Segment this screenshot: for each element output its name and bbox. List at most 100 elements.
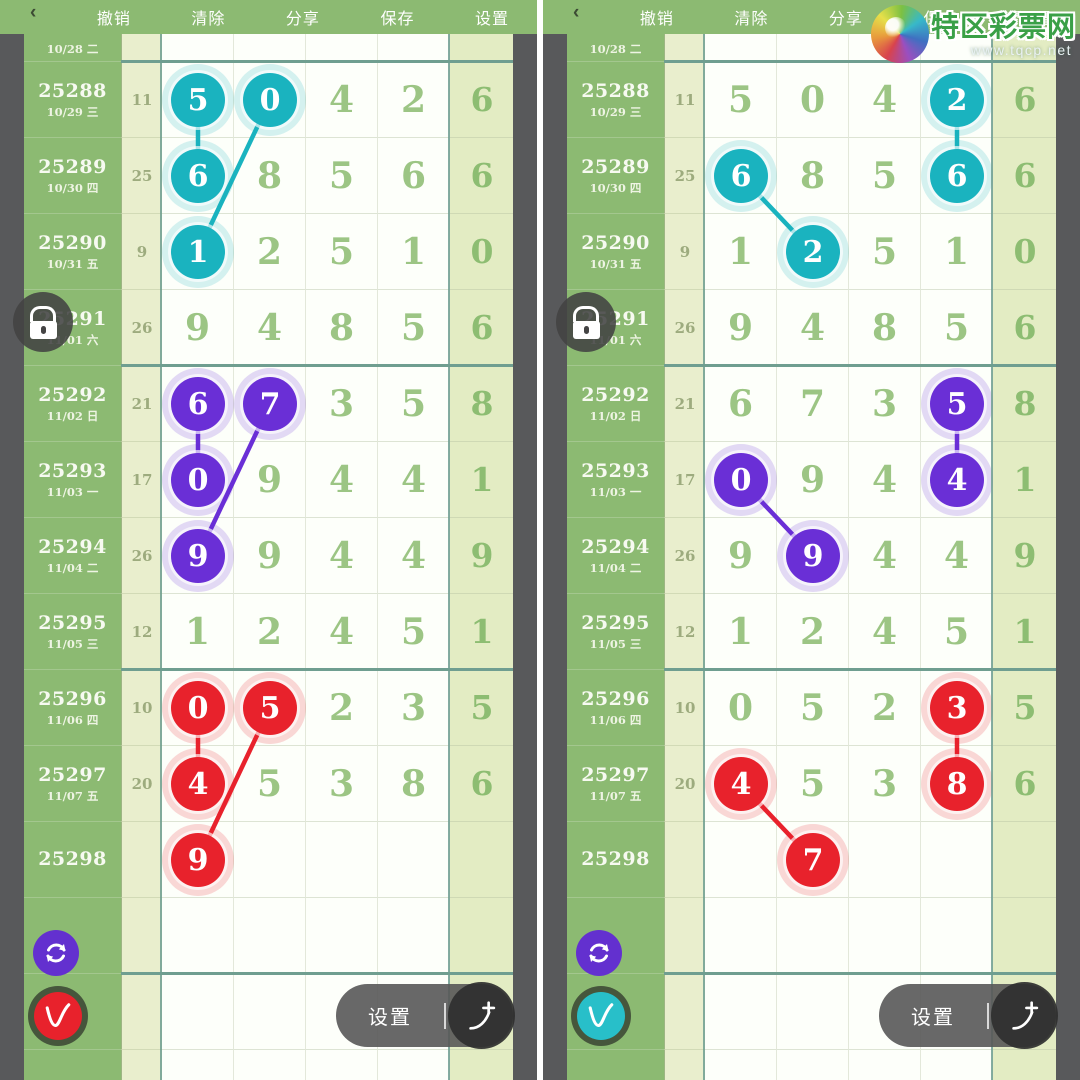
digit-cell[interactable]: 1 (921, 214, 993, 290)
digit-cell[interactable] (306, 898, 378, 974)
digit-cell[interactable]: 9 (234, 442, 306, 518)
digit-cell[interactable]: 4 (849, 594, 921, 670)
marked-digit[interactable]: 6 (171, 377, 225, 431)
digit-cell[interactable] (162, 34, 234, 62)
save-button[interactable]: 保存 (923, 11, 958, 28)
marked-digit[interactable]: 1 (171, 225, 225, 279)
digit-cell[interactable]: 1 (162, 594, 234, 670)
digit-cell[interactable] (162, 1050, 234, 1080)
draw-line-button[interactable] (991, 982, 1058, 1049)
digit-cell[interactable]: 3 (306, 746, 378, 822)
digit-cell[interactable]: 4 (777, 290, 849, 366)
marked-digit[interactable]: 9 (171, 833, 225, 887)
digit-cell[interactable]: 3 (306, 366, 378, 442)
settings-pill[interactable]: 设置 (879, 982, 1058, 1049)
digit-cell[interactable] (162, 974, 234, 1050)
digit-cell[interactable] (777, 1050, 849, 1080)
settings-button[interactable]: 设置 (474, 11, 509, 28)
marked-digit[interactable]: 2 (786, 225, 840, 279)
digit-cell[interactable] (306, 822, 378, 898)
digit-cell[interactable] (378, 1050, 450, 1080)
digit-cell[interactable]: 5 (849, 138, 921, 214)
digit-cell[interactable] (234, 822, 306, 898)
digit-cell[interactable]: 6 (378, 138, 450, 214)
digit-cell[interactable]: 2 (777, 594, 849, 670)
marked-digit[interactable]: 4 (930, 453, 984, 507)
refresh-button[interactable] (576, 930, 622, 976)
share-button[interactable]: 分享 (828, 11, 863, 28)
marked-digit[interactable]: 7 (786, 833, 840, 887)
digit-cell[interactable]: 4 (378, 442, 450, 518)
marked-digit[interactable]: 6 (171, 149, 225, 203)
digit-cell[interactable]: 4 (306, 442, 378, 518)
refresh-button[interactable] (33, 930, 79, 976)
digit-cell[interactable] (306, 1050, 378, 1080)
app-logo-badge[interactable] (28, 986, 88, 1046)
digit-cell[interactable]: 4 (306, 518, 378, 594)
marked-digit[interactable]: 6 (930, 149, 984, 203)
digit-cell[interactable]: 8 (378, 746, 450, 822)
marked-digit[interactable]: 5 (171, 73, 225, 127)
marked-digit[interactable]: 8 (930, 757, 984, 811)
settings-pill[interactable]: 设置 (336, 982, 515, 1049)
digit-cell[interactable]: 7 (777, 366, 849, 442)
digit-cell[interactable]: 4 (921, 518, 993, 594)
settings-button[interactable]: 设置 (1017, 11, 1052, 28)
digit-cell[interactable] (705, 974, 777, 1050)
app-logo-badge[interactable] (571, 986, 631, 1046)
clear-button[interactable]: 清除 (734, 11, 769, 28)
undo-button[interactable]: 撤销 (639, 11, 674, 28)
marked-digit[interactable]: 0 (171, 453, 225, 507)
marked-digit[interactable]: 4 (714, 757, 768, 811)
digit-cell[interactable] (777, 898, 849, 974)
digit-cell[interactable] (849, 822, 921, 898)
digit-cell[interactable]: 1 (705, 214, 777, 290)
marked-digit[interactable]: 4 (171, 757, 225, 811)
digit-cell[interactable]: 8 (306, 290, 378, 366)
settings-pill-label[interactable]: 设置 (911, 1007, 955, 1029)
digit-cell[interactable] (234, 34, 306, 62)
back-icon[interactable]: ‹ (573, 2, 580, 23)
digit-cell[interactable]: 4 (849, 442, 921, 518)
digit-cell[interactable] (705, 898, 777, 974)
digit-cell[interactable]: 8 (234, 138, 306, 214)
digit-cell[interactable]: 3 (849, 366, 921, 442)
digit-cell[interactable]: 5 (921, 594, 993, 670)
lock-button[interactable] (556, 292, 616, 352)
share-button[interactable]: 分享 (285, 11, 320, 28)
digit-cell[interactable]: 4 (306, 62, 378, 138)
digit-cell[interactable] (378, 34, 450, 62)
digit-cell[interactable]: 5 (306, 138, 378, 214)
marked-digit[interactable]: 9 (786, 529, 840, 583)
digit-cell[interactable] (234, 974, 306, 1050)
back-icon[interactable]: ‹ (30, 2, 37, 23)
marked-digit[interactable]: 6 (714, 149, 768, 203)
digit-cell[interactable]: 5 (777, 670, 849, 746)
digit-cell[interactable] (306, 34, 378, 62)
digit-cell[interactable]: 2 (306, 670, 378, 746)
digit-cell[interactable]: 5 (921, 290, 993, 366)
digit-cell[interactable] (777, 34, 849, 62)
marked-digit[interactable]: 7 (243, 377, 297, 431)
digit-cell[interactable] (777, 974, 849, 1050)
marked-digit[interactable]: 9 (171, 529, 225, 583)
digit-cell[interactable] (921, 34, 993, 62)
digit-cell[interactable]: 4 (234, 290, 306, 366)
digit-cell[interactable]: 2 (234, 214, 306, 290)
digit-cell[interactable] (378, 822, 450, 898)
digit-cell[interactable]: 3 (849, 746, 921, 822)
marked-digit[interactable]: 2 (930, 73, 984, 127)
digit-cell[interactable] (705, 34, 777, 62)
marked-digit[interactable]: 5 (930, 377, 984, 431)
digit-cell[interactable]: 5 (234, 746, 306, 822)
undo-button[interactable]: 撤销 (96, 11, 131, 28)
draw-line-button[interactable] (448, 982, 515, 1049)
digit-cell[interactable]: 4 (306, 594, 378, 670)
digit-cell[interactable]: 5 (378, 290, 450, 366)
digit-cell[interactable] (234, 898, 306, 974)
digit-cell[interactable]: 5 (306, 214, 378, 290)
marked-digit[interactable]: 3 (930, 681, 984, 735)
digit-cell[interactable] (921, 1050, 993, 1080)
digit-cell[interactable] (921, 898, 993, 974)
marked-digit[interactable]: 0 (171, 681, 225, 735)
